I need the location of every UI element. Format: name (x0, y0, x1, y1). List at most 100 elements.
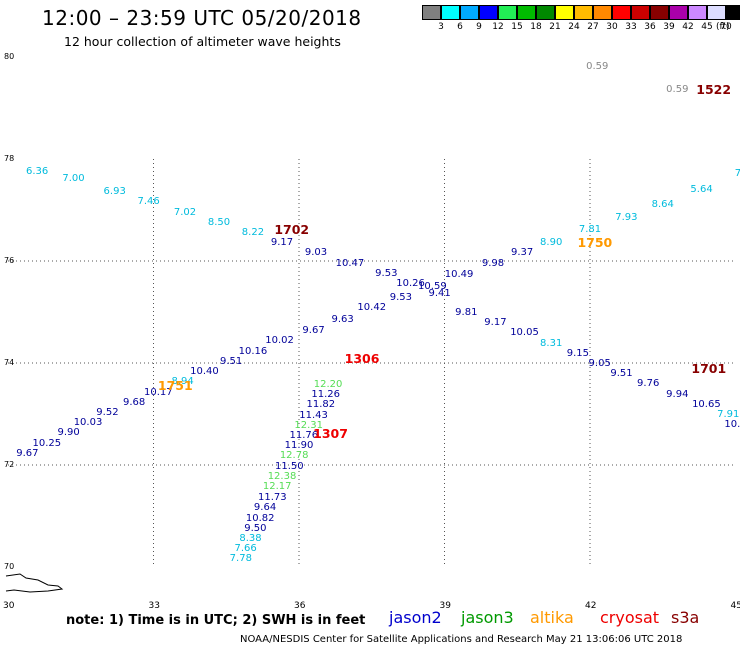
wave-height-value: 9.64 (253, 502, 277, 514)
wave-height-value: 10.26 (396, 277, 425, 289)
wave-height-value: 11.76 (289, 429, 319, 441)
wave-height-value: 9.63 (331, 313, 354, 325)
wave-height-value: 11.43 (299, 409, 328, 421)
satellite-s3a: s3a (671, 608, 700, 627)
wave-height-value: 6.93 (103, 186, 126, 198)
wave-height-value: 12.17 (262, 480, 292, 492)
longitude-label: 39 (439, 601, 451, 611)
wave-height-value: 10.17 (144, 386, 173, 398)
map-title: 12:00 – 23:59 UTC 05/20/2018 (42, 6, 362, 30)
map-subtitle: 12 hour collection of altimeter wave hei… (64, 34, 341, 49)
legend-label: 36 (644, 22, 656, 32)
wave-height-value: 10.65 (692, 398, 721, 410)
wave-height-value: 9.05 (588, 358, 611, 370)
wave-height-value: 10.25 (32, 437, 62, 449)
legend-swatch (536, 5, 555, 20)
wave-height-value: 12.20 (313, 378, 343, 390)
latitude-label: 78 (4, 154, 15, 163)
longitude-label: 42 (585, 601, 597, 611)
wave-height-value: 9.17 (484, 317, 507, 329)
wave-height-value: 9.94 (666, 388, 689, 400)
wave-height-value: 9.67 (302, 324, 325, 336)
wave-height-value: 9.53 (389, 291, 412, 303)
wave-height-value: 7.78 (229, 553, 252, 565)
wave-height-value: 7 (734, 168, 740, 180)
legend-swatch (460, 5, 479, 20)
wave-height-value: 0.59 (586, 61, 609, 73)
wave-height-value: 12.78 (279, 450, 309, 462)
pass-time-label: 1751 (157, 377, 193, 393)
legend-swatch (707, 5, 726, 20)
wave-height-value: 8.94 (171, 376, 194, 388)
wave-height-value: 10.49 (444, 269, 474, 281)
legend-label: 39 (663, 22, 675, 32)
legend-label: 6 (457, 22, 463, 32)
legend-swatch (498, 5, 517, 20)
legend-label: 21 (549, 22, 561, 32)
pass-time-label: 1701 (691, 360, 727, 376)
wave-height-value: 8.22 (241, 226, 265, 238)
wave-height-value: 11.26 (311, 389, 340, 401)
satellite-cryosat: cryosat (600, 608, 660, 627)
wave-height-value: 9.76 (637, 378, 660, 390)
legend-label: 12 (492, 22, 504, 32)
legend-label: 70 (720, 22, 732, 32)
legend-swatch (669, 5, 688, 20)
wave-height-value: 7.66 (234, 543, 257, 555)
coastline (5, 573, 64, 593)
wave-height-value: 10.05 (510, 327, 539, 339)
wave-height-value: 9.68 (122, 396, 146, 408)
wave-height-value: 10.42 (357, 301, 387, 313)
wave-height-value: 8.90 (540, 237, 563, 249)
wave-height-value: 8.50 (207, 216, 231, 228)
wave-height-value: 9.41 (428, 288, 451, 300)
legend-swatch (574, 5, 593, 20)
wave-height-value: 10.7 (724, 419, 740, 431)
wave-height-value: 9.98 (481, 257, 505, 269)
wave-height-value: 7.00 (62, 173, 85, 185)
credit-line: NOAA/NESDIS Center for Satellite Applica… (240, 634, 683, 645)
legend-label: 18 (530, 22, 542, 32)
longitude-label: 45 (730, 601, 740, 611)
legend-swatch (631, 5, 650, 20)
legend-swatch (441, 5, 460, 20)
wave-height-value: 10.82 (245, 512, 275, 524)
pass-time-label: 1306 (344, 350, 380, 366)
wave-height-value: 9.53 (375, 267, 398, 279)
legend-swatch (517, 5, 536, 20)
legend-unit: (ft) (716, 22, 730, 32)
wave-height-value: 9.03 (304, 247, 328, 259)
legend-swatch (479, 5, 498, 20)
wave-height-value: 9.90 (57, 427, 80, 439)
wave-height-value: 10.02 (265, 335, 294, 347)
pass-time-label: 1702 (274, 222, 310, 238)
wave-height-value: 9.17 (270, 237, 294, 249)
legend-swatch (650, 5, 669, 20)
longitude-label: 33 (148, 601, 160, 611)
wave-height-value: 10.16 (238, 345, 268, 357)
latitude-label: 72 (4, 460, 15, 469)
wave-height-value: 6.36 (25, 165, 49, 177)
legend-label: 9 (476, 22, 482, 32)
wave-height-value: 9.15 (566, 347, 590, 359)
wave-height-value: 7.81 (578, 224, 602, 236)
legend-swatch (422, 5, 441, 20)
legend-label: 42 (682, 22, 694, 32)
latitude-label: 74 (4, 358, 15, 367)
pass-time-label: 1750 (577, 234, 613, 250)
wave-height-value: 9.51 (610, 368, 633, 380)
legend-label: 24 (568, 22, 580, 32)
longitude-label: 36 (294, 601, 306, 611)
legend-swatch (612, 5, 631, 20)
wave-height-value: 9.37 (510, 247, 534, 259)
pass-time-label: 1307 (313, 426, 348, 442)
legend-swatch (593, 5, 612, 20)
satellite-altika: altika (530, 608, 574, 627)
wave-height-value: 11.50 (274, 460, 304, 472)
legend-label: 3 (438, 22, 444, 32)
wave-height-value: 7.02 (173, 206, 197, 218)
wave-height-value: 8.38 (239, 532, 262, 544)
wave-height-value: 9.67 (16, 447, 39, 459)
satellite-jason2: jason2 (389, 608, 442, 627)
